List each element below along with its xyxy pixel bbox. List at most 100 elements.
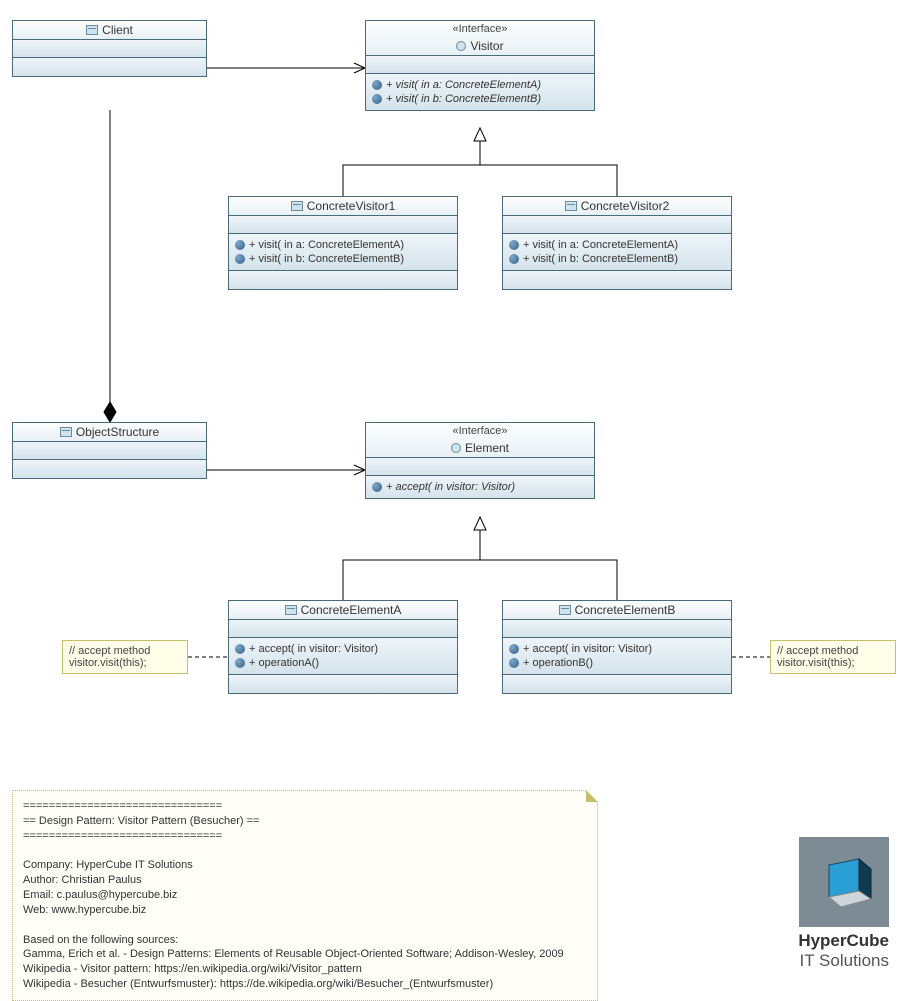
method: + visit( in b: ConcreteElementB) [372,92,588,106]
method-signature: + visit( in b: ConcreteElementB) [523,253,678,265]
info-line: == Design Pattern: Visitor Pattern (Besu… [23,814,587,829]
visibility-icon [509,644,519,654]
extra-section [503,271,731,289]
uml-class-element: «Interface»Element + accept( in visitor: … [365,422,595,499]
visibility-icon [509,254,519,264]
visibility-icon [509,658,519,668]
note-line: // accept method [777,645,889,657]
class-name: ConcreteElementB [575,603,676,617]
class-header: ConcreteVisitor1 [229,197,457,216]
logo-line1: HyperCube [798,931,889,950]
method-signature: + visit( in b: ConcreteElementB) [386,93,541,105]
method: + visit( in b: ConcreteElementB) [235,252,451,266]
visibility-icon [235,658,245,668]
class-icon [291,201,303,211]
visibility-icon [235,644,245,654]
class-header: «Interface» Visitor [366,21,594,56]
class-icon [86,25,98,35]
method-signature: + accept( in visitor: Visitor) [523,643,652,655]
method: + visit( in a: ConcreteElementA) [372,78,588,92]
method: + visit( in b: ConcreteElementB) [509,252,725,266]
logo: HyperCube IT Solutions [798,837,889,971]
info-line: Email: c.paulus@hypercube.biz [23,888,587,903]
note-accept-left: // accept method visitor.visit(this); [62,640,188,674]
interface-icon [456,41,466,51]
info-line [23,918,587,933]
logo-line2: IT Solutions [800,951,889,970]
class-name: ConcreteElementA [301,603,402,617]
uml-class-objstruct: ObjectStructure [12,422,207,479]
operations-section: + visit( in a: ConcreteElementA) + visit(… [366,74,594,110]
attributes-section [13,442,206,460]
logo-cube-icon [799,837,889,927]
class-header: «Interface»Element [366,423,594,458]
operations-section: + visit( in a: ConcreteElementA) + visit(… [503,234,731,271]
method: + accept( in visitor: Visitor) [372,480,588,494]
interface-icon [451,443,461,453]
info-line: =============================== [23,829,587,844]
operations-section [13,58,206,76]
class-icon [60,427,72,437]
uml-class-cv1: ConcreteVisitor1 + visit( in a: ConcreteE… [228,196,458,290]
class-name: ConcreteVisitor2 [581,199,670,213]
method: + visit( in a: ConcreteElementA) [235,238,451,252]
class-icon [559,605,571,615]
info-line: Company: HyperCube IT Solutions [23,858,587,873]
method-signature: + visit( in a: ConcreteElementA) [523,239,678,251]
class-name: ObjectStructure [76,425,159,439]
class-header: ConcreteVisitor2 [503,197,731,216]
note-line: visitor.visit(this); [69,657,181,669]
visibility-icon [372,482,382,492]
class-header: Client [13,21,206,40]
attributes-section [13,40,206,58]
operations-section: + accept( in visitor: Visitor) [366,476,594,498]
method-signature: + accept( in visitor: Visitor) [249,643,378,655]
method-signature: + visit( in a: ConcreteElementA) [386,79,541,91]
extra-section [229,675,457,693]
logo-text: HyperCube IT Solutions [798,931,889,971]
note-line: visitor.visit(this); [777,657,889,669]
comp-diamond [104,402,116,422]
info-line: =============================== [23,799,587,814]
uml-class-cv2: ConcreteVisitor2 + visit( in a: ConcreteE… [502,196,732,290]
method-signature: + operationB() [523,657,593,669]
method-signature: + accept( in visitor: Visitor) [386,481,515,493]
operations-section [13,460,206,478]
stereotype: «Interface» [452,425,507,437]
attributes-section [229,216,457,234]
extra-section [503,675,731,693]
operations-section: + accept( in visitor: Visitor) + operatio… [229,638,457,675]
info-line: Wikipedia - Visitor pattern: https://en.… [23,962,587,977]
note-line: // accept method [69,645,181,657]
uml-class-visitor: «Interface» Visitor + visit( in a: Concret… [365,20,595,111]
info-line: Web: www.hypercube.biz [23,903,587,918]
method: + accept( in visitor: Visitor) [235,642,451,656]
method-signature: + visit( in a: ConcreteElementA) [249,239,404,251]
uml-class-ceb: ConcreteElementB + accept( in visitor: Vi… [502,600,732,694]
method: + operationA() [235,656,451,670]
info-line: Author: Christian Paulus [23,873,587,888]
info-line: Based on the following sources: [23,933,587,948]
method: + visit( in a: ConcreteElementA) [509,238,725,252]
attributes-section [503,216,731,234]
method: + accept( in visitor: Visitor) [509,642,725,656]
attributes-section [366,458,594,476]
class-header: ObjectStructure [13,423,206,442]
method-signature: + operationA() [249,657,319,669]
method: + operationB() [509,656,725,670]
class-header: ConcreteElementB [503,601,731,620]
class-icon [565,201,577,211]
attributes-section [503,620,731,638]
class-name: Visitor [470,39,503,53]
info-note: ================================= Design… [12,790,598,1001]
visibility-icon [235,240,245,250]
class-icon [285,605,297,615]
info-line: Wikipedia - Besucher (Entwurfsmuster): h… [23,977,587,992]
stereotype: «Interface» [452,23,507,35]
attributes-section [229,620,457,638]
class-name: ConcreteVisitor1 [307,199,396,213]
visibility-icon [372,94,382,104]
uml-class-client: Client [12,20,207,77]
gen-visitor-lines [343,140,617,196]
info-line: Gamma, Erich et al. - Design Patterns: E… [23,947,587,962]
